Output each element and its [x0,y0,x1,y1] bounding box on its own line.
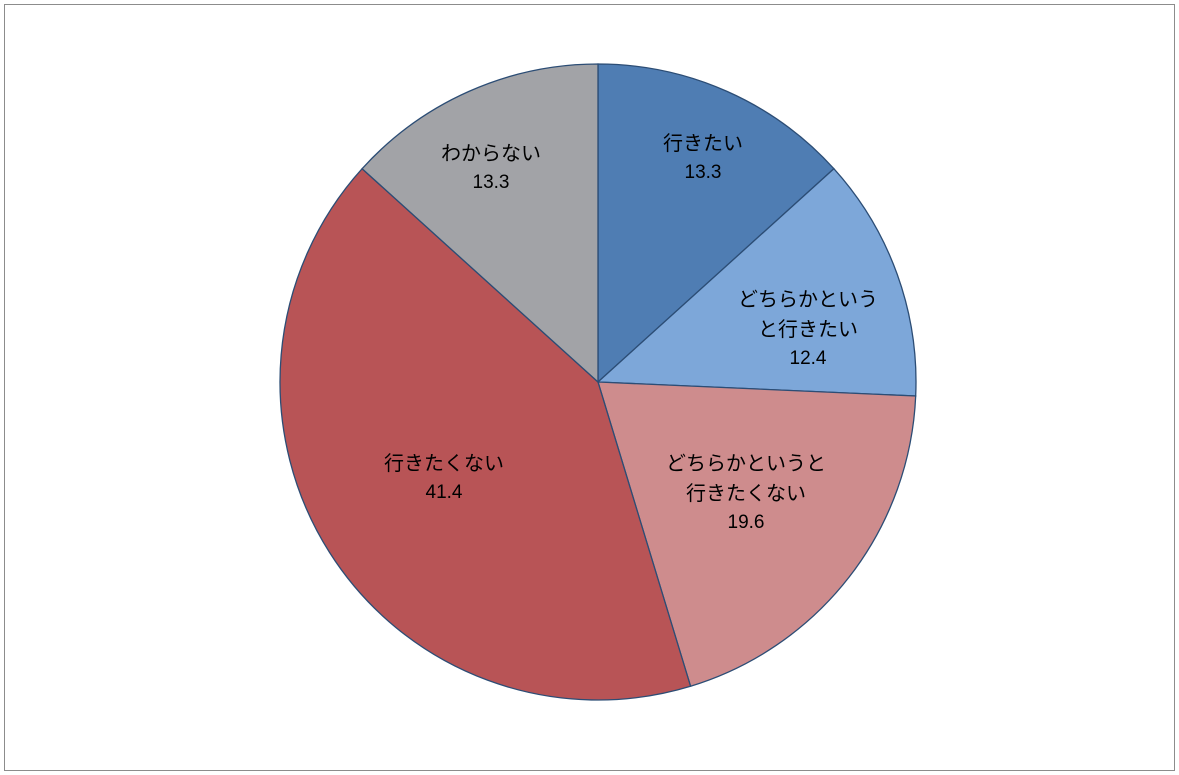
slice-label: 行きたくない [686,481,806,505]
slice-label: どちらかというと [666,451,826,475]
pie-slice [597,381,917,688]
slice-label: 行きたくない [384,451,504,475]
pie-slice [279,167,692,701]
pie-slices [279,63,917,701]
pie-slice [361,63,599,384]
slice-label: と行きたい [758,317,858,341]
slice-value-label: 41.4 [426,482,463,503]
slice-labels: 行きたい13.3どちらかというと行きたい12.4どちらかというと行きたくない19… [384,131,878,533]
slice-label: どちらかという [738,287,878,311]
pie-slice [596,167,917,397]
slice-value-label: 13.3 [473,172,510,193]
slice-value-label: 19.6 [728,512,765,533]
pie-slice [597,63,835,384]
slice-value-label: 12.4 [790,348,827,369]
slice-value-label: 13.3 [685,162,722,183]
slice-label: わからない [441,141,541,165]
slice-label: 行きたい [663,131,743,155]
